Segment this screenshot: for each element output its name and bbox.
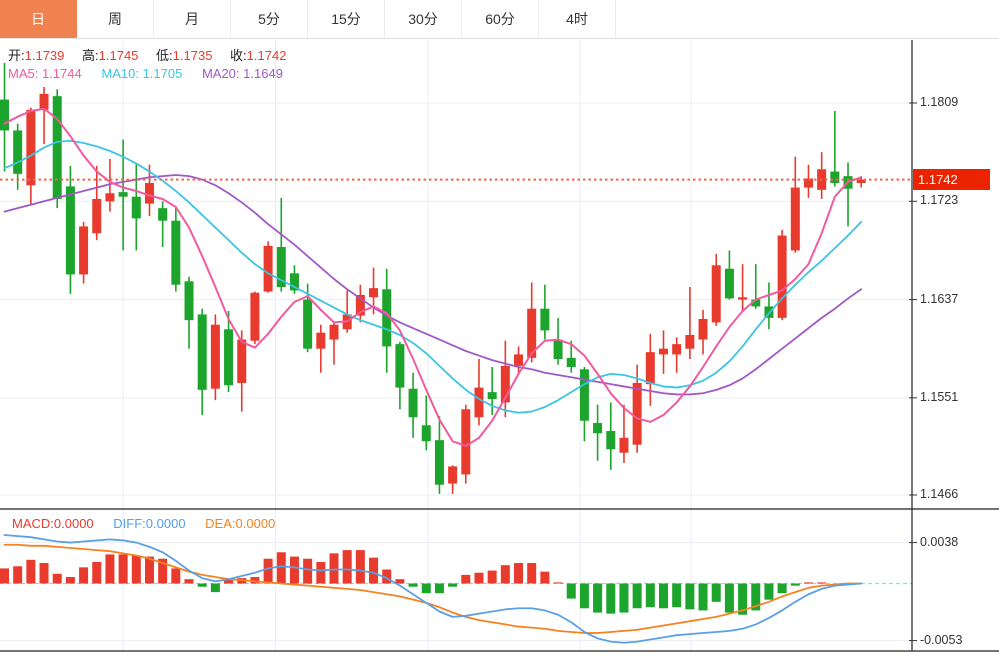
close-label: 收: xyxy=(230,48,247,63)
ma5-legend: MA5: 1.1744 xyxy=(8,66,82,81)
axis-tick-label: 1.1551 xyxy=(920,389,959,404)
tab-4时[interactable]: 4时 xyxy=(539,0,616,38)
macd-value-legend: MACD:0.0000 xyxy=(12,516,94,531)
macd-legend: MACD:0.0000 DIFF:0.0000 DEA:0.0000 xyxy=(12,516,275,531)
axis-tick-label: 1.1637 xyxy=(920,291,959,306)
low-label: 低: xyxy=(156,48,173,63)
dea-value-legend: DEA:0.0000 xyxy=(205,516,276,531)
ohlc-info: 开:1.1739 高:1.1745 低:1.1735 收:1.1742 xyxy=(8,45,300,64)
tab-日[interactable]: 日 xyxy=(0,0,77,38)
last-price-tag: 1.1742 xyxy=(913,168,990,190)
tab-60分[interactable]: 60分 xyxy=(462,0,539,38)
tab-30分[interactable]: 30分 xyxy=(385,0,462,38)
axis-tick-label: 1.1723 xyxy=(920,193,959,208)
diff-value-legend: DIFF:0.0000 xyxy=(113,516,186,531)
high-value: 1.1745 xyxy=(98,48,139,63)
timeframe-tabs: 日周月 5分 15分 30分 60分 4时 xyxy=(0,0,999,39)
high-label: 高: xyxy=(82,48,99,63)
open-label: 开: xyxy=(8,48,25,63)
axis-tick-label: -0.0053 xyxy=(920,632,963,647)
tab-月[interactable]: 月 xyxy=(154,0,231,38)
ma10-legend: MA10: 1.1705 xyxy=(101,66,183,81)
axis-tick-label: 1.1466 xyxy=(920,487,959,501)
axis-tick-label: 1.1809 xyxy=(920,95,959,109)
tab-周[interactable]: 周 xyxy=(77,0,154,38)
axis-tick-label: 0.0038 xyxy=(920,534,959,549)
tab-15分[interactable]: 15分 xyxy=(308,0,385,38)
low-value: 1.1735 xyxy=(172,48,213,63)
open-value: 1.1739 xyxy=(24,48,65,63)
close-value: 1.1742 xyxy=(246,48,287,63)
tab-5分[interactable]: 5分 xyxy=(231,0,308,38)
ma20-legend: MA20: 1.1649 xyxy=(201,66,283,81)
ma-legend: MA5: 1.1744 MA10: 1.1705 MA20: 1.1649 xyxy=(8,66,283,81)
